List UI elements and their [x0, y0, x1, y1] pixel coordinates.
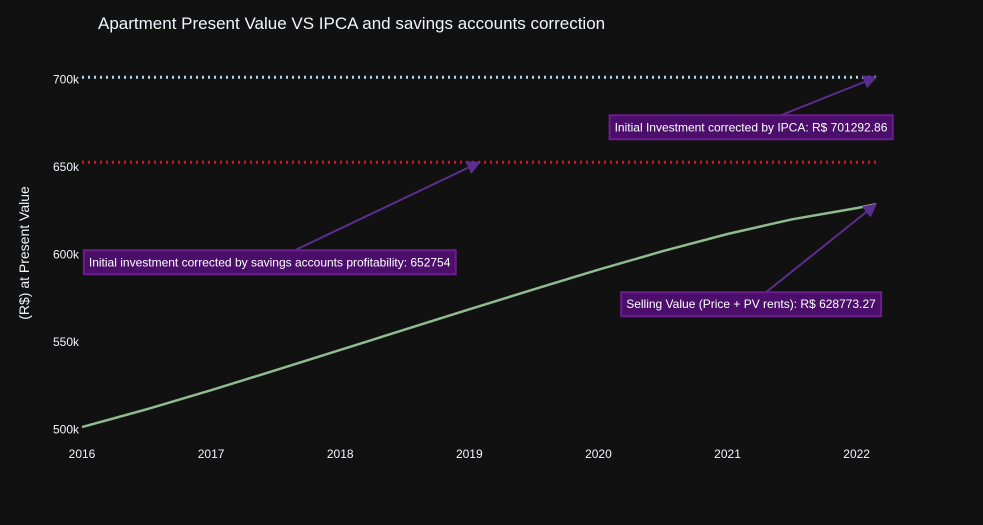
- x-tick-label: 2016: [69, 447, 96, 461]
- y-ticks: 500k 550k 600k 650k 700k: [53, 73, 80, 437]
- y-axis-title: (R$) at Present Value: [16, 186, 32, 320]
- y-tick-label: 600k: [53, 248, 80, 262]
- x-ticks: 2016 2017 2018 2019 2020 2021 2022: [69, 447, 871, 461]
- y-tick-label: 650k: [53, 160, 80, 174]
- y-tick-label: 500k: [53, 423, 80, 437]
- annotation-arrow: [269, 161, 481, 264]
- annotation-box: [608, 114, 894, 141]
- annotation-label: Initial Investment corrected by IPCA: R$…: [615, 120, 888, 134]
- annotation-box: [620, 291, 883, 318]
- x-tick-label: 2020: [585, 447, 612, 461]
- x-tick-label: 2017: [198, 447, 225, 461]
- y-tick-label: 550k: [53, 335, 80, 349]
- x-tick-label: 2018: [327, 447, 354, 461]
- annotation-box: [82, 249, 457, 276]
- chart-title: Apartment Present Value VS IPCA and savi…: [98, 14, 605, 33]
- annotation-arrow: [750, 203, 878, 306]
- x-tick-label: 2022: [843, 447, 870, 461]
- series-line-0: [81, 202, 877, 429]
- x-tick-label: 2019: [456, 447, 483, 461]
- x-tick-label: 2021: [714, 447, 741, 461]
- annotation-label: Selling Value (Price + PV rents): R$ 628…: [626, 297, 876, 311]
- y-tick-label: 700k: [53, 73, 80, 87]
- annotations: Initial Investment corrected by IPCA: R$…: [82, 75, 894, 318]
- annotation-label: Initial investment corrected by savings …: [89, 255, 451, 269]
